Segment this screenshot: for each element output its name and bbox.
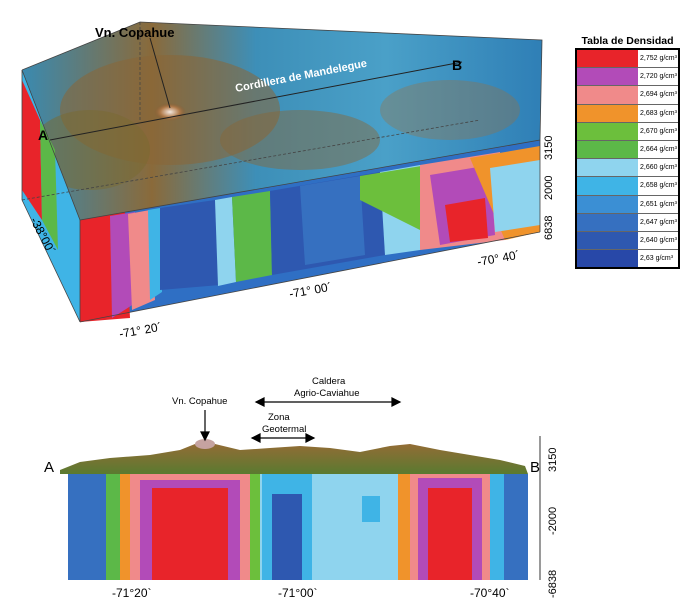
legend-swatch: [577, 86, 638, 104]
legend-value: 2,640 g/cm³: [640, 236, 677, 244]
legend-swatch: [577, 50, 638, 68]
3d-block-view: Vn. Copahue Cordillera de Mandelegue A B…: [21, 21, 555, 341]
legend-entry: 2,694 g/cm³: [577, 85, 678, 104]
legend-entry: 2,640 g/cm³: [577, 230, 678, 250]
legend-swatch: [577, 195, 638, 213]
longitude-tick: -71° 00´: [288, 280, 333, 301]
point-b-label: B: [452, 57, 462, 73]
longitude-tick: -70°40`: [470, 586, 510, 600]
volcano-label: Vn. Copahue: [95, 25, 174, 40]
legend-swatch: [577, 250, 638, 268]
legend-value: 2,670 g/cm³: [640, 127, 677, 135]
legend-entry: 2,683 g/cm³: [577, 103, 678, 122]
zone-label: Geotermal: [262, 424, 306, 435]
legend-value: 2,720 g/cm³: [640, 73, 677, 81]
legend-swatch: [577, 213, 638, 231]
legend-value: 2,651 g/cm³: [640, 200, 677, 208]
cross-section-view: Vn. Copahue Caldera Agrio-Caviahue Zona …: [44, 376, 559, 600]
legend-value: 2,63 g/cm³: [640, 255, 674, 263]
legend-title: Tabla de Densidad: [581, 35, 674, 47]
legend-swatch: [577, 159, 638, 177]
caldera-label: Agrio-Caviahue: [294, 388, 359, 399]
depth-tick: 2000: [543, 176, 555, 200]
front-density-section: [80, 140, 540, 322]
longitude-tick: -71°20`: [112, 586, 152, 600]
terrain-profile: [60, 440, 528, 474]
legend-entry: 2,720 g/cm³: [577, 67, 678, 86]
legend-value: 2,658 g/cm³: [640, 182, 677, 190]
legend-entry: 2,752 g/cm³: [577, 50, 678, 68]
legend-swatch: [577, 140, 638, 159]
depth-tick: 3150: [547, 448, 559, 472]
longitude-tick: -70° 40´: [476, 248, 521, 269]
legend-swatch: [577, 104, 638, 122]
legend-swatch: [577, 231, 638, 250]
depth-tick: 3150: [543, 136, 555, 160]
longitude-tick: -71°00`: [278, 586, 318, 600]
bounding-box: [21, 21, 543, 323]
legend-entry: 2,658 g/cm³: [577, 176, 678, 195]
legend-swatch: [577, 122, 638, 140]
profile-line-ab: [49, 61, 463, 141]
legend-entry: 2,660 g/cm³: [577, 158, 678, 177]
legend-entry: 2,63 g/cm³: [577, 249, 678, 268]
density-legend: Tabla de Densidad 2,752 g/cm³ 2,720 g/cm³…: [575, 34, 680, 280]
legend-swatch: [577, 177, 638, 195]
legend-value: 2,694 g/cm³: [640, 91, 677, 99]
depth-tick: -6838: [547, 570, 559, 598]
depth-tick: 6838: [543, 216, 555, 240]
legend-value: 2,664 g/cm³: [640, 145, 677, 153]
legend-value: 2,647 g/cm³: [640, 218, 677, 226]
depth-tick: -2000: [547, 507, 559, 535]
legend-value: 2,683 g/cm³: [640, 109, 677, 117]
volcano-peak: [195, 439, 215, 449]
legend-swatch: [577, 68, 638, 86]
longitude-tick: -71° 20´: [118, 320, 163, 341]
zone-label: Zona: [268, 412, 290, 423]
legend-value: 2,660 g/cm³: [640, 164, 677, 172]
legend-entry: 2,670 g/cm³: [577, 121, 678, 140]
point-b-label: B: [530, 459, 540, 476]
section-density-bands: [68, 474, 528, 580]
legend-entry: 2,647 g/cm³: [577, 212, 678, 231]
point-a-label: A: [44, 459, 54, 476]
legend-entry: 2,664 g/cm³: [577, 139, 678, 159]
mountain-relief: [380, 80, 520, 140]
legend-entry: 2,651 g/cm³: [577, 194, 678, 213]
volcano-pointer: [149, 37, 171, 109]
legend-value: 2,752 g/cm³: [640, 55, 677, 62]
volcano-label: Vn. Copahue: [172, 396, 227, 407]
caldera-label: Caldera: [312, 376, 346, 387]
volcano-peak: [154, 103, 186, 121]
mountain-relief: [220, 110, 380, 170]
annotations: [200, 397, 402, 443]
legend-table: 2,752 g/cm³ 2,720 g/cm³ 2,694 g/cm³ 2,683 g…: [575, 48, 680, 270]
point-a-label: A: [38, 127, 48, 143]
